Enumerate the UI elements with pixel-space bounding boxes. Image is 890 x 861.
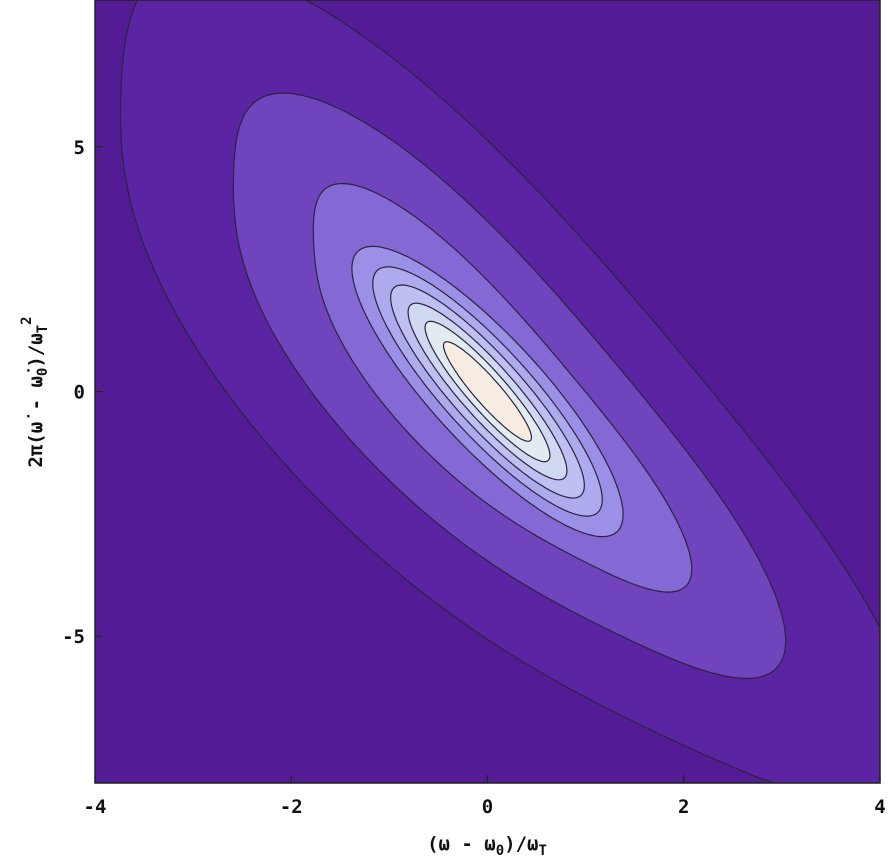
y-axis-label: 2π(ω̇ - ω̇0)/ωT2	[19, 316, 51, 467]
x-tick-label: -4	[84, 796, 107, 818]
contour-level-9	[442, 341, 533, 442]
contour-levels	[119, 0, 880, 783]
x-axis-label: (ω - ω0)/ωT	[427, 833, 547, 859]
x-tick-label: -2	[280, 796, 303, 818]
x-tick-label: 4	[874, 796, 885, 818]
x-tick-label: 2	[678, 796, 689, 818]
y-tick-label: 0	[74, 382, 85, 404]
axis-ticks: -4 -2 0 2 4 5 0 -5	[62, 137, 886, 818]
y-tick-label: -5	[62, 626, 85, 648]
x-tick-label: 0	[482, 796, 493, 818]
y-tick-label: 5	[74, 137, 85, 159]
